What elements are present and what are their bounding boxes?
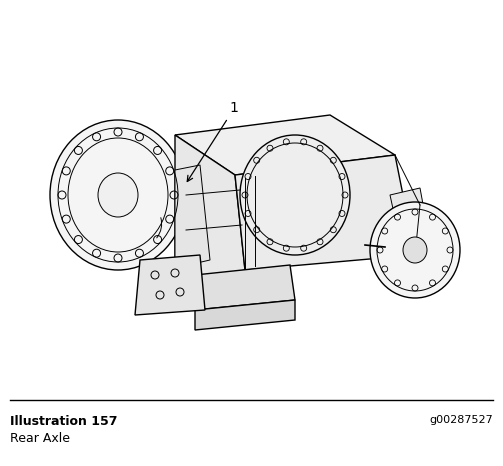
Polygon shape [235, 155, 415, 270]
Polygon shape [175, 135, 245, 285]
Polygon shape [390, 188, 425, 218]
Polygon shape [175, 115, 395, 175]
Polygon shape [195, 265, 295, 310]
Polygon shape [135, 255, 205, 315]
Ellipse shape [403, 237, 427, 263]
Ellipse shape [370, 202, 460, 298]
Text: Illustration 157: Illustration 157 [10, 415, 118, 428]
Text: 1: 1 [229, 101, 238, 115]
Polygon shape [175, 165, 210, 268]
Polygon shape [195, 300, 295, 330]
Ellipse shape [240, 135, 350, 255]
Ellipse shape [50, 120, 186, 270]
Ellipse shape [98, 173, 138, 217]
Text: Rear Axle: Rear Axle [10, 432, 70, 445]
Text: g00287527: g00287527 [429, 415, 493, 425]
